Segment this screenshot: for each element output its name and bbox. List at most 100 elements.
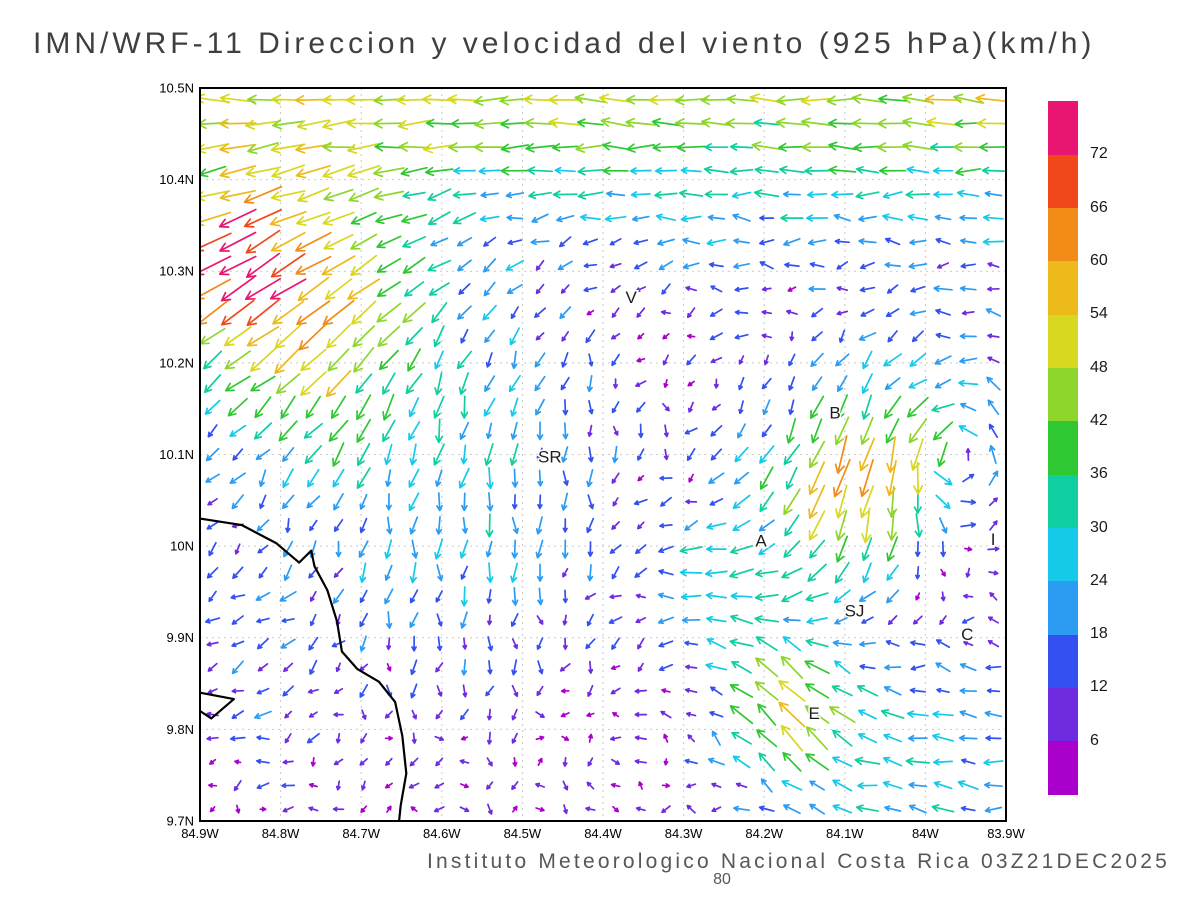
station-label-c: C: [961, 625, 973, 644]
wind-vector: [807, 563, 827, 582]
wind-vector: [486, 731, 492, 745]
wind-vector: [506, 214, 524, 221]
wind-vector: [658, 545, 674, 554]
wind-vector: [384, 588, 394, 605]
wind-vector: [562, 518, 568, 533]
wind-vector: [810, 352, 824, 368]
y-tick-label: 9.9N: [167, 630, 194, 645]
wind-vector: [984, 710, 1003, 718]
wind-vector: [485, 540, 493, 558]
wind-vector: [575, 143, 606, 153]
wind-vector: [780, 724, 804, 752]
wind-vector: [486, 708, 492, 721]
wind-vector: [386, 611, 393, 629]
wind-vector: [788, 399, 795, 416]
wind-vector: [836, 286, 849, 292]
wind-vector: [835, 353, 850, 367]
wind-vector: [687, 401, 694, 413]
wind-vector: [250, 375, 276, 392]
wind-vector: [836, 261, 849, 270]
colorbar-segment: [1048, 740, 1078, 795]
wind-vector: [784, 514, 800, 537]
wind-vector: [460, 586, 468, 607]
wind-vector: [857, 732, 878, 744]
wind-vector: [408, 492, 420, 512]
wind-vector: [987, 262, 1000, 268]
wind-vector: [200, 299, 229, 325]
wind-vector: [754, 615, 780, 624]
wind-vector: [347, 278, 381, 300]
wind-vector: [686, 448, 696, 461]
wind-vector: [705, 662, 728, 671]
wind-vector: [530, 238, 550, 246]
wind-vector: [355, 373, 373, 394]
wind-vector: [804, 683, 830, 699]
wind-vector: [282, 759, 294, 765]
wind-vector: [323, 188, 354, 202]
wind-vector: [704, 143, 729, 152]
wind-vector: [461, 659, 468, 676]
wind-vector: [882, 756, 903, 767]
y-tick-label: 10.2N: [159, 355, 194, 370]
wind-vector: [907, 213, 929, 221]
wind-vector: [789, 331, 795, 342]
wind-vector: [587, 564, 594, 582]
wind-vector: [838, 329, 846, 343]
wind-vector: [781, 779, 803, 791]
wind-vector: [403, 281, 425, 297]
wind-vector: [458, 283, 471, 295]
wind-vector: [384, 782, 393, 789]
coast-islet: [199, 691, 235, 720]
wind-vector: [787, 286, 797, 292]
wind-vector: [788, 376, 796, 391]
wind-vector: [636, 357, 646, 363]
wind-vector: [859, 261, 875, 270]
wind-vector: [473, 142, 506, 153]
y-tick-label: 10.1N: [159, 447, 194, 462]
wind-vector: [281, 783, 296, 789]
x-tick-label: 84W: [912, 826, 939, 841]
wind-vector: [484, 329, 496, 343]
wind-vector: [206, 521, 219, 530]
wind-vector: [485, 352, 493, 368]
wind-vector: [585, 329, 596, 344]
wind-vector: [436, 492, 443, 512]
wind-vector: [705, 592, 728, 600]
wind-vector: [706, 638, 727, 650]
wind-vector: [458, 467, 470, 489]
wind-vector: [599, 93, 633, 104]
wind-vector: [561, 735, 570, 741]
wind-vector: [761, 309, 773, 315]
wind-vector: [828, 141, 857, 151]
colorbar-label: 66: [1090, 198, 1108, 216]
wind-vector: [405, 373, 423, 395]
wind-vector: [308, 806, 319, 812]
wind-vector: [931, 804, 955, 813]
wind-vector: [706, 238, 727, 247]
wind-vector: [610, 782, 621, 788]
wind-vector: [510, 306, 519, 320]
wind-vector: [933, 780, 953, 790]
wind-vector: [271, 164, 306, 179]
wind-vector: [725, 118, 758, 129]
wind-vector: [988, 444, 997, 465]
wind-vector: [755, 657, 779, 678]
wind-vector: [636, 307, 646, 318]
wind-vector: [359, 758, 368, 766]
wind-vector: [350, 233, 378, 250]
wind-vector: [988, 570, 999, 576]
wind-vector: [256, 687, 270, 695]
wind-vector: [987, 616, 999, 624]
x-tick-label: 84.2W: [745, 826, 783, 841]
wind-vector: [606, 190, 626, 198]
wind-vector: [306, 732, 320, 744]
wind-vector: [436, 613, 443, 627]
colorbar-label: 12: [1090, 678, 1108, 696]
wind-vector: [298, 322, 329, 351]
wind-vector: [826, 95, 859, 106]
wind-vector: [713, 378, 719, 389]
wind-vector: [733, 471, 750, 485]
wind-vector: [635, 380, 647, 387]
wind-vector: [220, 276, 255, 302]
wind-vector: [456, 350, 473, 370]
